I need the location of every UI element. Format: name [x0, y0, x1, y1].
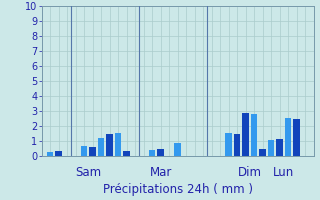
- Bar: [124, 151, 130, 156]
- Bar: [115, 133, 121, 156]
- Bar: [98, 138, 104, 156]
- Bar: [47, 152, 53, 156]
- Bar: [268, 140, 274, 156]
- Bar: [55, 151, 62, 156]
- Text: Dim: Dim: [238, 166, 262, 180]
- Text: Précipitations 24h ( mm ): Précipitations 24h ( mm ): [103, 183, 252, 196]
- Bar: [81, 146, 87, 156]
- Bar: [234, 134, 240, 156]
- Bar: [89, 147, 96, 156]
- Bar: [157, 149, 164, 156]
- Text: Lun: Lun: [273, 166, 294, 180]
- Bar: [174, 142, 181, 156]
- Bar: [243, 112, 249, 156]
- Bar: [293, 118, 300, 156]
- Bar: [251, 114, 257, 156]
- Text: Sam: Sam: [75, 166, 101, 180]
- Bar: [225, 133, 232, 156]
- Text: Mar: Mar: [149, 166, 172, 180]
- Bar: [276, 139, 283, 156]
- Bar: [107, 134, 113, 156]
- Bar: [285, 118, 291, 156]
- Bar: [149, 150, 155, 156]
- Bar: [260, 148, 266, 156]
